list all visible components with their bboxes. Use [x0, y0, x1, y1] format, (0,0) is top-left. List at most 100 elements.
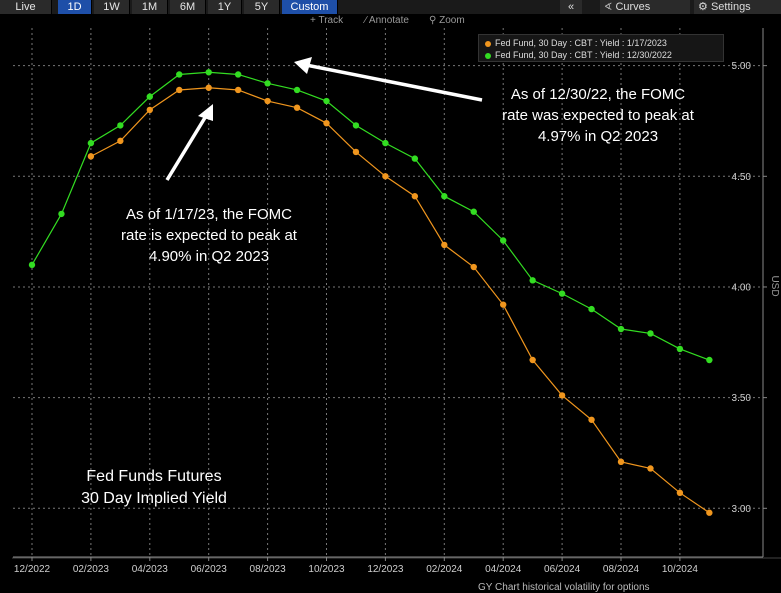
series-0117-point [559, 392, 565, 398]
x-tick-label: 10/2024 [662, 564, 699, 575]
annotation-0117-line-1: As of 1/17/23, the FOMC [86, 204, 332, 225]
series-1230-point [323, 98, 329, 104]
footer-hint: GY Chart historical volatility for optio… [478, 582, 650, 593]
series-0117-point [382, 173, 388, 179]
series-1230-point [88, 140, 94, 146]
y-tick-label: 3.50 [732, 393, 752, 404]
series-1230-point [618, 326, 624, 332]
series-0117-point [677, 490, 683, 496]
x-tick-label: 04/2024 [485, 564, 522, 575]
range-5y-button[interactable]: 5Y [244, 0, 280, 14]
series-0117-point [88, 153, 94, 159]
range-1w-button[interactable]: 1W [94, 0, 130, 14]
series-1230-point [471, 209, 477, 215]
series-1230-point [412, 155, 418, 161]
series-0117-point [441, 242, 447, 248]
x-tick-label: 10/2023 [308, 564, 345, 575]
series-0117-point [412, 193, 418, 199]
series-1230-point [706, 357, 712, 363]
series-1230-point [264, 80, 270, 86]
track-tool[interactable]: + Track [310, 14, 343, 28]
series-0117-point [471, 264, 477, 270]
x-tick-label: 06/2024 [544, 564, 581, 575]
collapse-icon[interactable]: « [560, 0, 582, 14]
track-label: Track [318, 15, 343, 26]
annotation-0117-line-3: 4.90% in Q2 2023 [86, 246, 332, 267]
series-1230-point [529, 277, 535, 283]
zoom-label: Zoom [439, 15, 465, 26]
series-0117-point [176, 87, 182, 93]
range-live-button[interactable]: Live [0, 0, 52, 14]
series-1230-point [294, 87, 300, 93]
series-0117-point [588, 417, 594, 423]
series-0117-point [500, 301, 506, 307]
x-tick-label: 12/2022 [14, 564, 51, 575]
annotate-label: Annotate [369, 15, 409, 26]
annotation-1230: As of 12/30/22, the FOMC rate was expect… [470, 84, 726, 147]
range-1d-button[interactable]: 1D [58, 0, 92, 14]
series-1230-point [441, 193, 447, 199]
x-tick-label: 06/2023 [191, 564, 228, 575]
series-1230-point [58, 211, 64, 217]
y-axis-label: USD [769, 275, 780, 296]
series-0117-point [647, 465, 653, 471]
series-1230-point [677, 346, 683, 352]
range-1m-button[interactable]: 1M [132, 0, 168, 14]
magnifier-icon: ⚲ [429, 15, 436, 26]
range-6m-button[interactable]: 6M [170, 0, 206, 14]
series-1230-point [559, 290, 565, 296]
curves-button[interactable]: ∢ Curves [600, 0, 690, 14]
annotation-1230-line-2: rate was expected to peak at [470, 105, 726, 126]
settings-button[interactable]: ⚙ Settings [694, 0, 781, 14]
series-1230-point [588, 306, 594, 312]
settings-label: Settings [711, 1, 751, 13]
chart-caption-line-1: Fed Funds Futures [50, 466, 258, 488]
chart-caption: Fed Funds Futures 30 Day Implied Yield [50, 466, 258, 510]
series-1230-point [647, 330, 653, 336]
legend: Fed Fund, 30 Day : CBT : Yield : 1/17/20… [478, 34, 724, 62]
series-0117-point [147, 107, 153, 113]
series-0117-point [618, 459, 624, 465]
series-1230-point [235, 71, 241, 77]
series-1230-point [147, 93, 153, 99]
series-1230-point [500, 237, 506, 243]
series-1230-point [29, 262, 35, 268]
legend-dot-0117 [485, 41, 491, 47]
series-0117-point [706, 510, 712, 516]
legend-entry-0117[interactable]: Fed Fund, 30 Day : CBT : Yield : 1/17/20… [485, 37, 667, 49]
chart-caption-line-2: 30 Day Implied Yield [50, 488, 258, 510]
series-1230-point [117, 122, 123, 128]
series-0117-point [294, 104, 300, 110]
range-1y-button[interactable]: 1Y [208, 0, 242, 14]
crosshair-icon: + [310, 15, 316, 26]
curves-label: Curves [615, 1, 650, 13]
legend-label-0117: Fed Fund, 30 Day : CBT : Yield : 1/17/20… [495, 38, 667, 48]
series-0117-point [117, 138, 123, 144]
series-0117-point [353, 149, 359, 155]
y-tick-label: 5.00 [732, 61, 752, 72]
y-tick-label: 4.00 [732, 282, 752, 293]
x-tick-label: 02/2023 [73, 564, 110, 575]
x-ticks: 12/2022 02/2023 04/2023 06/2023 08/2023 10/20… [14, 557, 698, 575]
y-tick-label: 4.50 [732, 172, 752, 183]
x-tick-label: 08/2023 [250, 564, 287, 575]
series-0117-point [529, 357, 535, 363]
series-0117-point [323, 120, 329, 126]
annotate-tool[interactable]: ∕ Annotate [365, 14, 409, 28]
series-0117-point [235, 87, 241, 93]
series-0117-point [206, 85, 212, 91]
gear-icon: ⚙ [698, 1, 708, 13]
x-tick-label: 12/2023 [367, 564, 404, 575]
annotation-0117-line-2: rate is expected to peak at [86, 225, 332, 246]
series-1230-point [353, 122, 359, 128]
annotation-1230-line-1: As of 12/30/22, the FOMC [470, 84, 726, 105]
series-1230-point [206, 69, 212, 75]
range-custom-button[interactable]: Custom [282, 0, 338, 14]
legend-entry-1230[interactable]: Fed Fund, 30 Day : CBT : Yield : 12/30/2… [485, 49, 672, 61]
zoom-tool[interactable]: ⚲ Zoom [429, 14, 465, 28]
series-1230-point [176, 71, 182, 77]
annotation-0117: As of 1/17/23, the FOMC rate is expected… [86, 204, 332, 267]
x-tick-label: 04/2023 [132, 564, 169, 575]
y-tick-label: 3.00 [732, 504, 752, 515]
curves-icon: ∢ [604, 2, 612, 13]
